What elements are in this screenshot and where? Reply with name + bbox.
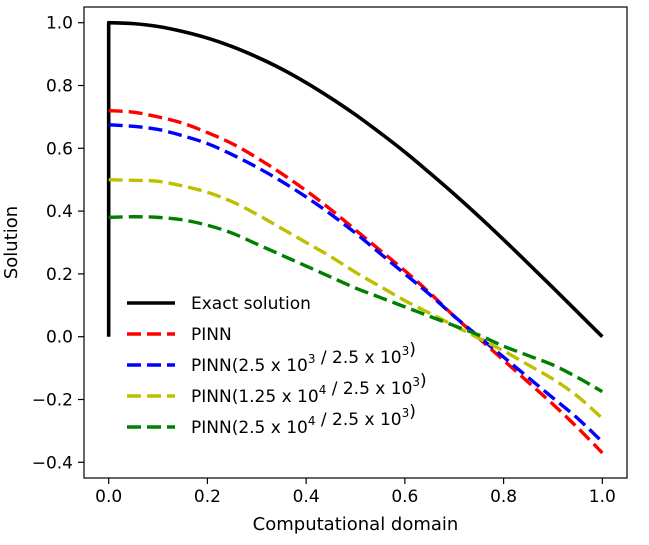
- series-line-pinn-1-25-x-10-4-2-5-x-10-3: [108, 178, 604, 420]
- series-line-pinn-2-5-x-10-4-2-5-x-10-3: [108, 215, 604, 394]
- legend-text-part: ): [409, 340, 416, 360]
- legend-text-part: / 2.5 x 10: [316, 410, 402, 430]
- legend-label: Exact solution: [191, 294, 311, 314]
- y-tick-label: −0.2: [32, 391, 73, 411]
- legend-text-part: PINN(2.5 x 10: [191, 418, 308, 438]
- legend-exponent: 4: [319, 383, 327, 397]
- legend-exponent: 3: [412, 375, 420, 389]
- x-tick-label: 0.0: [95, 487, 122, 507]
- legend-exponent: 3: [402, 406, 410, 420]
- x-ticks: 0.0 0.2 0.4 0.6 0.8 1.0: [95, 478, 616, 507]
- legend-exponent: 4: [308, 414, 316, 428]
- legend-text-part: PINN: [191, 325, 232, 345]
- x-tick-label: 0.2: [194, 487, 221, 507]
- x-tick-label: 0.8: [490, 487, 517, 507]
- x-tick-label: 1.0: [589, 487, 616, 507]
- plot-frame: [83, 6, 628, 479]
- x-axis-label: Computational domain: [253, 514, 459, 535]
- series-layer: [106, 20, 604, 455]
- y-tick-label: 0.8: [46, 77, 73, 97]
- legend-exponent: 3: [308, 352, 316, 366]
- y-tick-label: 0.4: [46, 202, 73, 222]
- x-tick-label: 0.4: [293, 487, 320, 507]
- y-tick-label: 1.0: [46, 14, 73, 34]
- series-line-pinn: [108, 108, 604, 455]
- legend-label: PINN(2.5 x 103 / 2.5 x 103): [191, 340, 416, 376]
- legend-label: PINN(1.25 x 104 / 2.5 x 103): [191, 371, 427, 407]
- legend-text-part: PINN(1.25 x 10: [191, 387, 319, 407]
- y-tick-label: −0.4: [32, 453, 73, 473]
- x-tick-label: 0.6: [391, 487, 418, 507]
- series-line-pinn-2-5-x-10-3-2-5-x-10-3: [108, 123, 604, 444]
- legend-text-part: / 2.5 x 10: [326, 379, 412, 399]
- y-tick-label: 0.6: [46, 139, 73, 159]
- legend-text-part: Exact solution: [191, 294, 311, 314]
- y-tick-label: 0.2: [46, 265, 73, 285]
- legend-label: PINN(2.5 x 104 / 2.5 x 103): [191, 402, 416, 438]
- legend-exponent: 3: [402, 344, 410, 358]
- legend-label: PINN: [191, 325, 232, 345]
- legend-text-part: PINN(2.5 x 10: [191, 356, 308, 376]
- y-tick-label: 0.0: [46, 328, 73, 348]
- y-axis-label: Solution: [1, 206, 22, 279]
- series-line-exact-solution: [106, 20, 604, 338]
- legend-text-part: / 2.5 x 10: [316, 348, 402, 368]
- y-ticks: −0.4 −0.2 0.0 0.2 0.4 0.6 0.8 1.0: [32, 14, 84, 473]
- legend-text-part: ): [420, 371, 427, 391]
- legend-text-part: ): [409, 402, 416, 422]
